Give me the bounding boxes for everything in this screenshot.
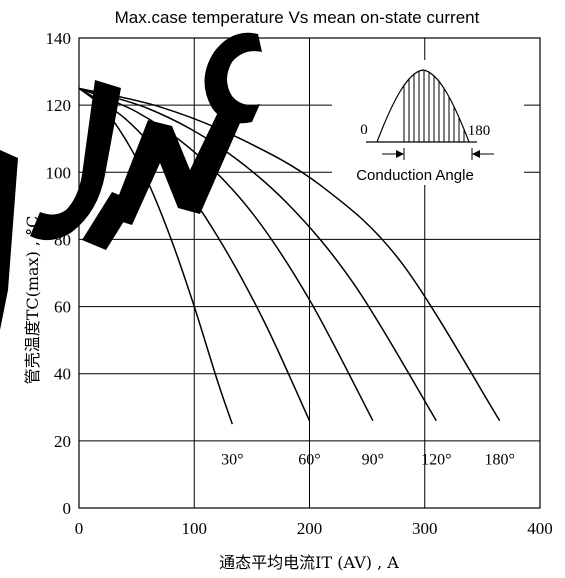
y-tick-label-5: 100: [46, 163, 72, 182]
x-tick-labels: 0 100 200 300 400: [75, 519, 553, 538]
x-tick-label-4: 400: [527, 519, 553, 538]
conduction-angle-inset: 0 180 Conduction Angle: [332, 60, 524, 185]
y-tick-label-3: 60: [54, 298, 71, 317]
series-curve-1: [78, 87, 311, 422]
series-labels: 30° 60° 90° 120° 180°: [221, 451, 515, 468]
series-curve-2: [78, 87, 374, 422]
series-curves: [78, 87, 501, 425]
inset-background: [332, 60, 524, 185]
inset-conduction-angle-label: Conduction Angle: [356, 167, 474, 184]
inset-right-arrowhead: [472, 150, 480, 158]
inset-start-label: 0: [360, 122, 368, 138]
series-curve-3: [78, 87, 437, 422]
x-axis-title: 通态平均电流IT (AV) , A: [219, 553, 399, 572]
y-tick-label-1: 20: [54, 432, 71, 451]
y-tick-label-6: 120: [46, 96, 72, 115]
series-label-2: 90°: [362, 451, 384, 468]
watermark-j: [30, 80, 121, 241]
series-label-3: 120°: [421, 451, 451, 468]
inset-end-label: 180: [468, 123, 491, 139]
series-curve-4: [78, 87, 501, 422]
series-label-1: 60°: [298, 451, 320, 468]
inset-sine-wave: [376, 69, 470, 143]
watermark-left-edge: [0, 150, 18, 330]
x-tick-label-2: 200: [297, 519, 323, 538]
inset-hatch: [403, 70, 465, 142]
y-tick-label-0: 0: [63, 499, 72, 518]
x-tick-label-0: 0: [75, 519, 84, 538]
x-tick-label-1: 100: [182, 519, 208, 538]
watermark-n: [110, 108, 244, 225]
y-tick-label-2: 40: [54, 365, 71, 384]
series-label-4: 180°: [484, 451, 514, 468]
watermark-overlay: [0, 32, 262, 330]
y-tick-label-7: 140: [46, 29, 72, 48]
x-tick-label-3: 300: [412, 519, 438, 538]
chart-title: Max.case temperature Vs mean on-state cu…: [115, 8, 480, 27]
y-axis-title: 管壳温度TC(max) , °C: [23, 216, 42, 385]
watermark-c: [204, 32, 262, 124]
series-label-0: 30°: [221, 451, 243, 468]
inset-left-arrowhead: [396, 150, 404, 158]
